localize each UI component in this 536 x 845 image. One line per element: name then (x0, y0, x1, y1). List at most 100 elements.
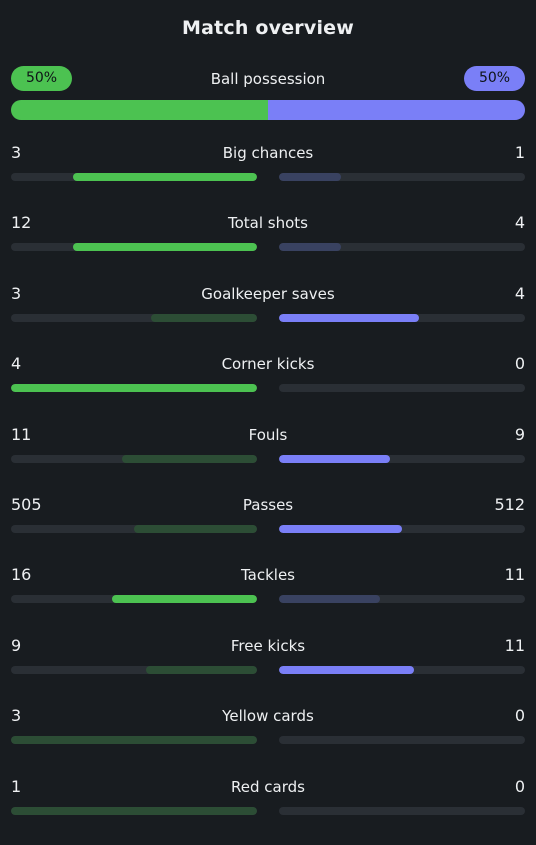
away-value: 9 (514, 424, 525, 444)
home-value: 1 (11, 776, 22, 796)
away-possession-pill: 50% (464, 66, 525, 91)
stat-row: 9 Free kicks 11 (11, 635, 525, 705)
panel-title: Match overview (181, 17, 355, 39)
away-bar-track (279, 524, 525, 533)
away-bar-fill (279, 173, 341, 181)
away-value: 1 (514, 143, 525, 162)
away-bar-track (279, 243, 525, 252)
home-value: 505 (11, 494, 42, 514)
possession-bar-away (268, 100, 525, 120)
stat-label: Goalkeeper saves (201, 284, 335, 303)
stat-values: 3 Big chances 1 (11, 142, 525, 164)
stat-row: 4 Corner kicks 0 (11, 353, 525, 423)
home-bar-track (11, 454, 257, 463)
home-value: 12 (11, 213, 32, 233)
stat-row: 3 Big chances 1 (11, 142, 525, 212)
stat-bars (11, 173, 525, 181)
home-bar-track (11, 313, 257, 322)
away-bar-track (279, 665, 525, 674)
home-bar-track (11, 243, 257, 252)
stat-label: Free kicks (230, 636, 306, 655)
away-value: 11 (504, 635, 525, 655)
possession-bar (11, 100, 525, 120)
stat-bars (11, 313, 525, 322)
away-bar-track (279, 595, 525, 604)
stat-bars (11, 595, 525, 604)
home-bar-track (11, 595, 257, 604)
stat-row: 12 Total shots 4 (11, 212, 525, 282)
possession-label: Ball possession (210, 70, 326, 88)
stat-bars (11, 806, 525, 815)
home-bar-track (11, 736, 257, 745)
home-bar-track (11, 384, 257, 393)
home-value: 11 (11, 424, 32, 444)
home-value: 3 (11, 283, 22, 303)
away-bar-track (279, 173, 525, 181)
away-bar-track (279, 736, 525, 745)
stat-values: 4 Corner kicks 0 (11, 353, 525, 375)
away-bar-fill (279, 243, 341, 252)
away-value: 0 (514, 354, 525, 374)
stat-bars (11, 384, 525, 393)
home-bar-track (11, 173, 257, 181)
stat-values: 11 Fouls 9 (11, 424, 525, 446)
away-bar-track (279, 384, 525, 393)
possession-bar-home (11, 100, 268, 120)
away-value: 4 (514, 213, 525, 233)
stat-values: 1 Red cards 0 (11, 776, 525, 798)
away-value: 0 (514, 776, 525, 796)
stat-label: Corner kicks (221, 355, 315, 374)
away-bar-fill (279, 454, 390, 463)
away-value: 0 (514, 706, 525, 726)
stat-row: 505 Passes 512 (11, 494, 525, 564)
away-value: 11 (504, 565, 525, 585)
away-bar-track (279, 806, 525, 815)
away-bar-fill (279, 313, 420, 322)
stat-row: 1 Red cards 0 (11, 776, 525, 845)
home-bar-fill (72, 173, 257, 181)
home-bar-fill (151, 313, 257, 322)
home-value: 3 (11, 706, 22, 726)
home-bar-fill (111, 595, 257, 604)
away-bar-fill (279, 524, 402, 533)
away-value: 4 (514, 283, 525, 303)
stat-row: 11 Fouls 9 (11, 424, 525, 494)
stat-label: Passes (242, 495, 294, 514)
stat-label: Big chances (222, 144, 314, 162)
stat-values: 12 Total shots 4 (11, 212, 525, 234)
possession-header: 50% Ball possession 50% (11, 66, 525, 92)
stat-label: Total shots (228, 214, 308, 233)
home-bar-track (11, 665, 257, 674)
stat-bars (11, 524, 525, 533)
stat-label: Fouls (248, 425, 288, 444)
stat-values: 3 Goalkeeper saves 4 (11, 283, 525, 305)
home-bar-track (11, 806, 257, 815)
home-value: 3 (11, 143, 22, 162)
stat-row: 16 Tackles 11 (11, 564, 525, 634)
home-bar-fill (11, 736, 257, 745)
stat-label: Tackles (240, 566, 296, 585)
stat-bars (11, 454, 525, 463)
stats-list: 3 Big chances 1 12 Total shots 4 3 Goalkeeper s… (11, 142, 525, 845)
away-bar-fill (279, 595, 380, 604)
stat-label: Yellow cards (222, 707, 314, 726)
home-bar-fill (11, 384, 257, 393)
away-value: 512 (494, 494, 525, 514)
stat-values: 3 Yellow cards 0 (11, 705, 525, 727)
home-bar-fill (11, 806, 257, 815)
home-possession-pill: 50% (11, 66, 72, 91)
stat-label: Red cards (231, 777, 305, 796)
home-bar-fill (72, 243, 257, 252)
home-value: 9 (11, 635, 22, 655)
home-bar-fill (134, 524, 257, 533)
stat-values: 9 Free kicks 11 (11, 635, 525, 657)
home-value: 16 (11, 565, 32, 585)
home-bar-fill (121, 454, 257, 463)
home-bar-track (11, 524, 257, 533)
away-bar-track (279, 454, 525, 463)
stat-row: 3 Goalkeeper saves 4 (11, 283, 525, 353)
away-bar-fill (279, 665, 415, 674)
stat-values: 16 Tackles 11 (11, 564, 525, 586)
stat-row: 3 Yellow cards 0 (11, 705, 525, 775)
